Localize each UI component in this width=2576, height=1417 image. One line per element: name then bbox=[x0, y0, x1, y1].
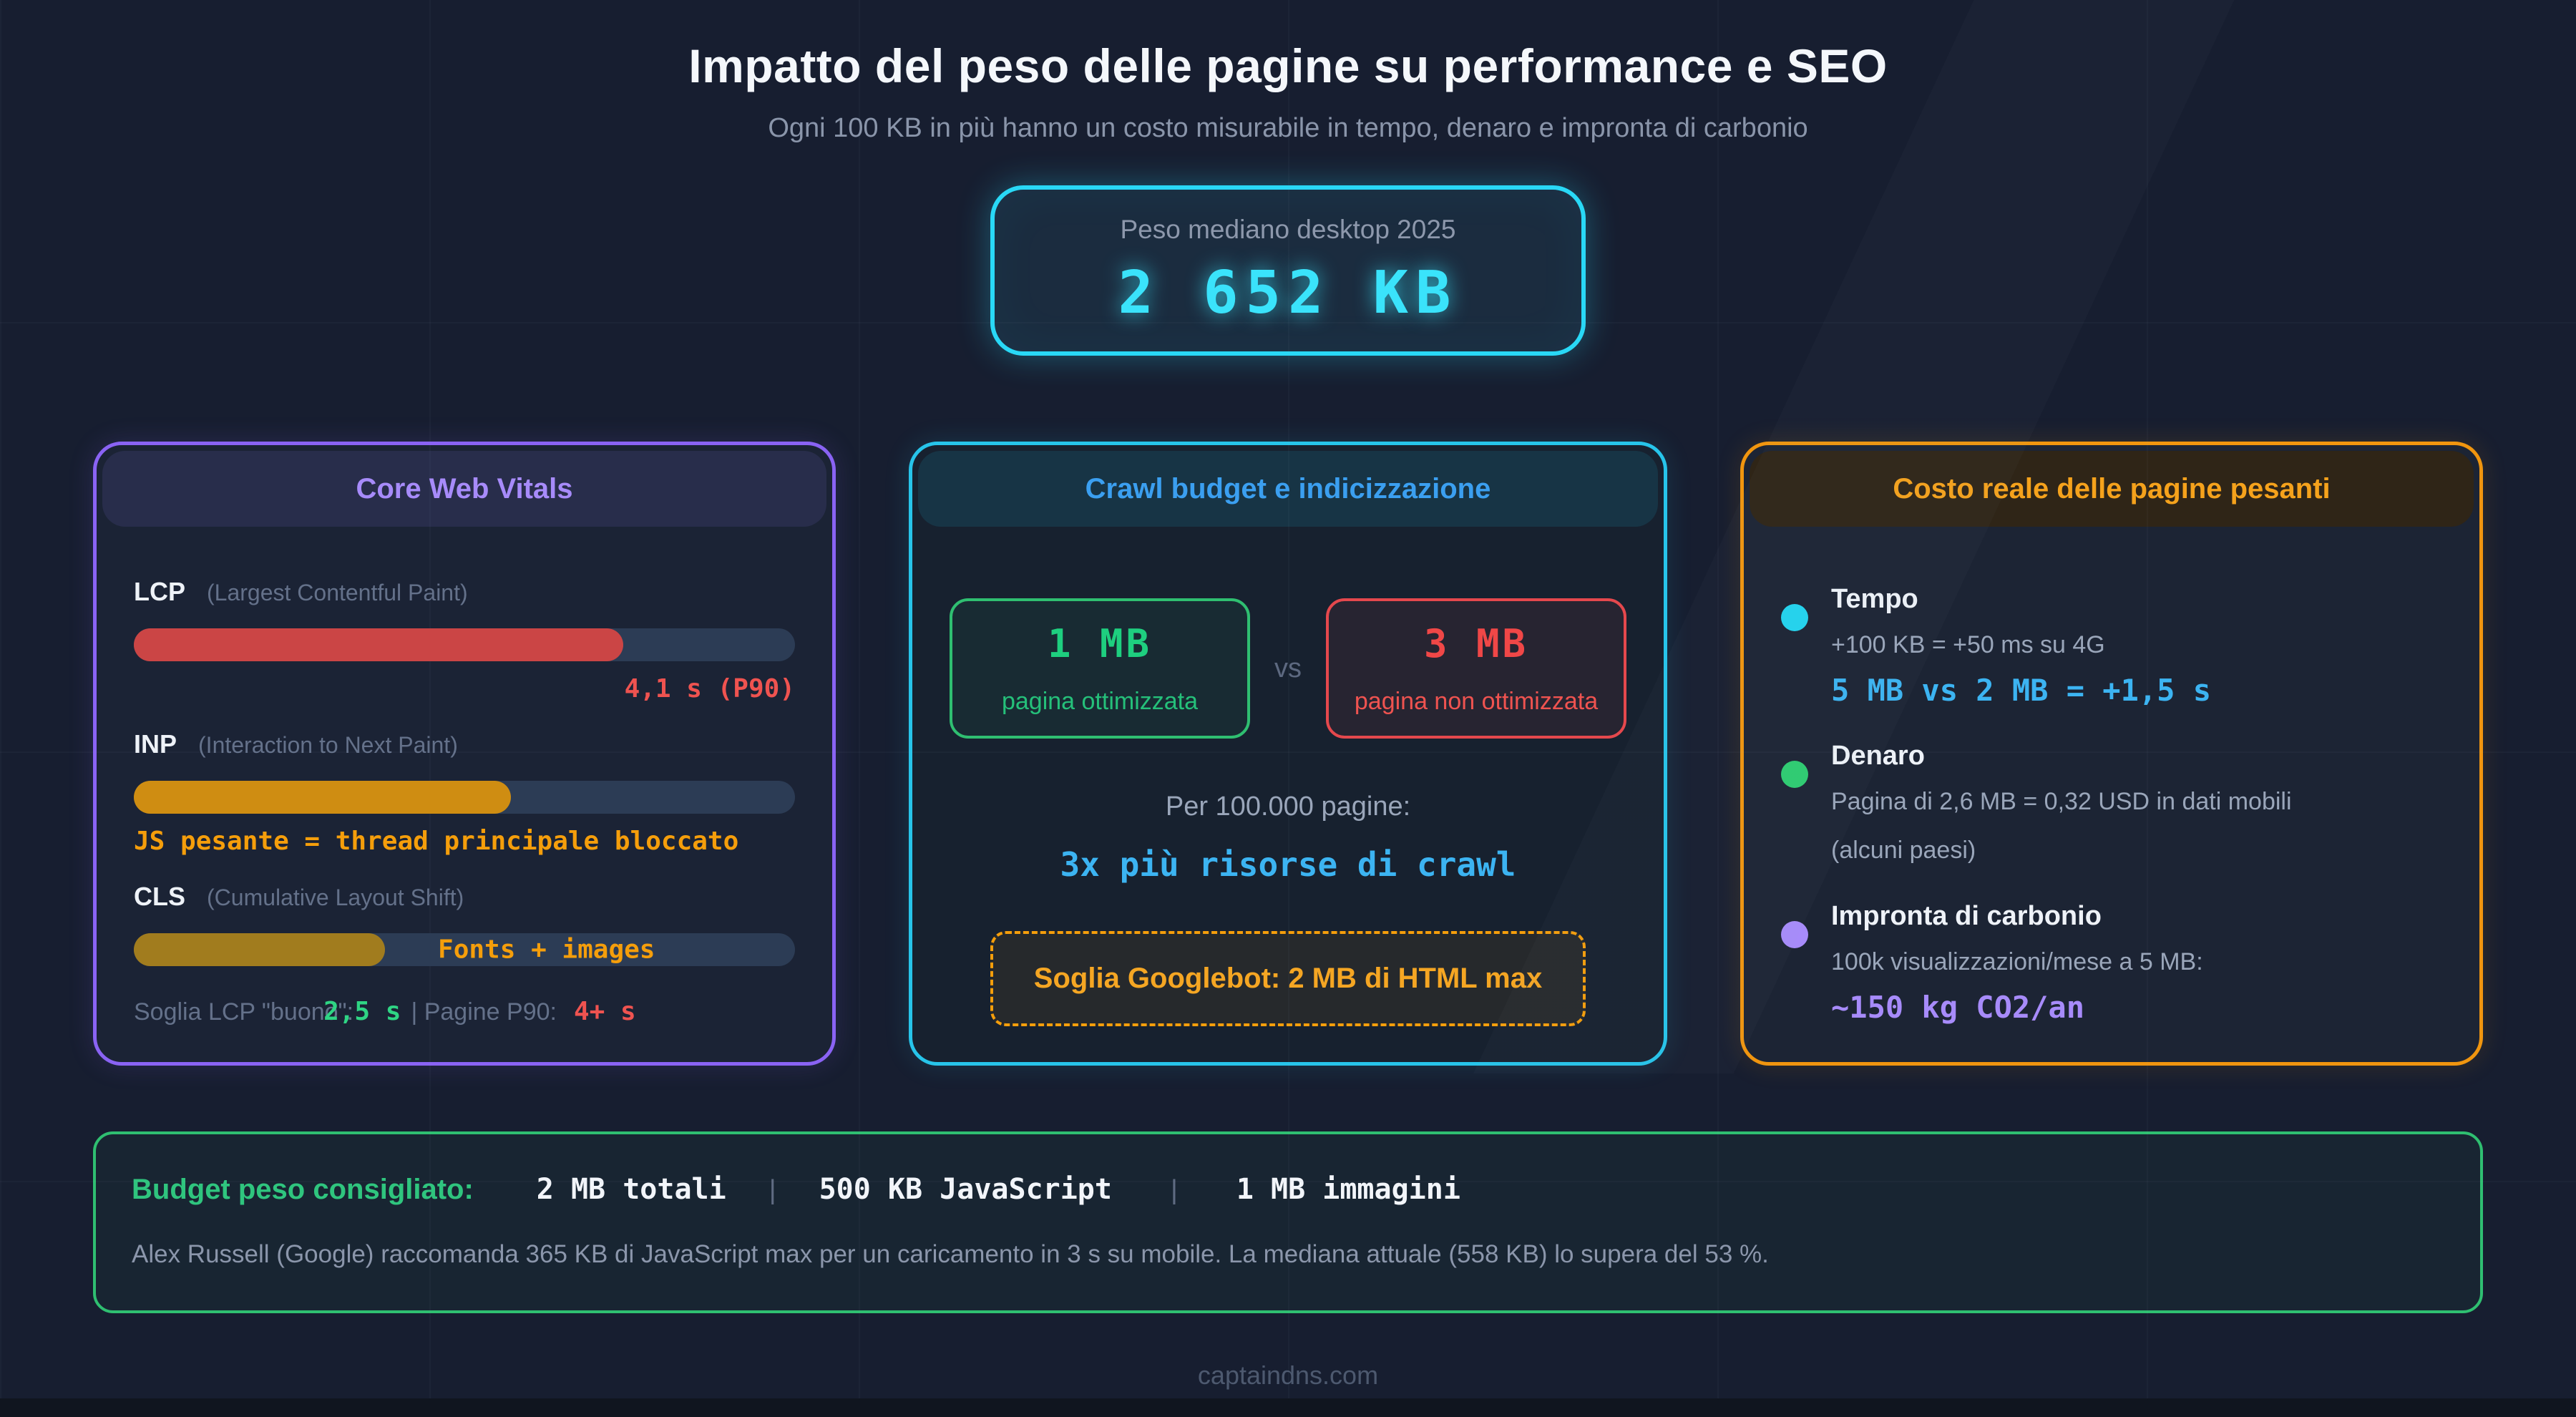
hero-label: Peso mediano desktop 2025 bbox=[1120, 214, 1456, 244]
cost-item-carbon-title: Impronta di carbonio bbox=[1831, 900, 2102, 931]
hero-value: 2 652 KB bbox=[1118, 258, 1458, 327]
cls-bar-track: Fonts + images bbox=[134, 933, 795, 966]
carbon-bullet-dot bbox=[1781, 920, 1808, 948]
page-subtitle: Ogni 100 KB in più hanno un costo misura… bbox=[768, 113, 1808, 143]
time-bullet-dot bbox=[1781, 604, 1808, 631]
card-real-cost: Costo reale delle pagine pesanti Tempo +… bbox=[1740, 442, 2483, 1066]
footer-domain: captaindns.com bbox=[1197, 1360, 1379, 1390]
cost-item-money-title: Denaro bbox=[1831, 741, 1925, 771]
budget-line: Budget peso consigliato: 2 MB totali | 5… bbox=[132, 1173, 2444, 1206]
lcp-bar-track bbox=[134, 628, 795, 661]
metric-lcp-name: LCP bbox=[134, 577, 185, 606]
unoptimized-page-value: 3 MB bbox=[1423, 621, 1529, 666]
cost-item-carbon-value: ~150 kg CO2/an bbox=[1831, 990, 2085, 1026]
cost-item-time-value: 5 MB vs 2 MB = +1,5 s bbox=[1831, 673, 2212, 708]
cwv-footnote: Soglia LCP "buono": 2,5 s | Pagine P90: … bbox=[134, 997, 795, 1026]
cwv-footnote-bad-value: 4+ s bbox=[573, 997, 636, 1026]
money-bullet-dot bbox=[1781, 761, 1808, 789]
cost-item-time-desc: +100 KB = +50 ms su 4G bbox=[1831, 631, 2105, 658]
page-title: Impatto del peso delle pagine su perform… bbox=[688, 39, 1888, 92]
bottom-strip bbox=[0, 1398, 2576, 1417]
cwv-footnote-text-2: | Pagine P90: bbox=[411, 998, 557, 1026]
unoptimized-page-box: 3 MB pagina non ottimizzata bbox=[1326, 598, 1626, 739]
cwv-footnote-text: Soglia LCP "buono": bbox=[134, 998, 354, 1026]
metric-inp-name: INP bbox=[134, 729, 177, 759]
vs-label: vs bbox=[1274, 653, 1302, 683]
card-crawl-budget-body: 1 MB pagina ottimizzata vs 3 MB pagina n… bbox=[912, 532, 1664, 1062]
cost-item-time: Tempo +100 KB = +50 ms su 4G 5 MB vs 2 M… bbox=[1781, 584, 2442, 708]
optimized-page-value: 1 MB bbox=[1047, 621, 1153, 666]
unoptimized-page-label: pagina non ottimizzata bbox=[1354, 688, 1599, 715]
cost-item-time-title: Tempo bbox=[1831, 584, 1918, 614]
inp-bar-fill bbox=[134, 781, 511, 814]
card-real-cost-body: Tempo +100 KB = +50 ms su 4G 5 MB vs 2 M… bbox=[1744, 532, 2479, 1062]
cwv-footnote-good-value: 2,5 s bbox=[323, 997, 401, 1026]
cost-item-carbon-desc: 100k visualizzazioni/mese a 5 MB: bbox=[1831, 948, 2203, 975]
budget-banner: Budget peso consigliato: 2 MB totali | 5… bbox=[93, 1131, 2483, 1313]
metric-lcp: LCP (Largest Contentful Paint) 4,1 s (P9… bbox=[134, 551, 795, 703]
metric-lcp-desc: (Largest Contentful Paint) bbox=[207, 580, 468, 605]
card-core-web-vitals-body: LCP (Largest Contentful Paint) 4,1 s (P9… bbox=[97, 532, 832, 1062]
cost-item-money: Denaro Pagina di 2,6 MB = 0,32 USD in da… bbox=[1781, 741, 2442, 868]
card-real-cost-title: Costo reale delle pagine pesanti bbox=[1750, 451, 2474, 527]
budget-note: Alex Russell (Google) raccomanda 365 KB … bbox=[132, 1240, 1769, 1268]
metric-lcp-value: 4,1 s (P90) bbox=[624, 674, 795, 703]
cost-item-money-desc: Pagina di 2,6 MB = 0,32 USD in dati mobi… bbox=[1831, 788, 2292, 816]
card-crawl-budget-title: Crawl budget e indicizzazione bbox=[918, 451, 1658, 527]
lcp-bar-fill bbox=[134, 628, 623, 661]
cls-bar-fill bbox=[134, 933, 386, 966]
optimized-page-label: pagina ottimizzata bbox=[1001, 688, 1199, 715]
cost-item-money-desc2: (alcuni paesi) bbox=[1831, 836, 1976, 864]
page-size-comparison: 1 MB pagina ottimizzata vs 3 MB pagina n… bbox=[950, 598, 1626, 739]
metric-inp: INP (Interaction to Next Paint) JS pesan… bbox=[134, 703, 795, 856]
budget-item-images: 1 MB immagini bbox=[1236, 1173, 1460, 1206]
metric-cls: CLS (Cumulative Layout Shift) Fonts + im… bbox=[134, 856, 795, 966]
budget-label: Budget peso consigliato: bbox=[132, 1174, 474, 1205]
card-core-web-vitals: Core Web Vitals LCP (Largest Contentful … bbox=[93, 442, 836, 1066]
cost-item-carbon: Impronta di carbonio 100k visualizzazion… bbox=[1781, 901, 2442, 1025]
cls-bar-label: Fonts + images bbox=[438, 935, 655, 965]
cards-row: Core Web Vitals LCP (Largest Contentful … bbox=[93, 442, 2483, 1066]
budget-item-total: 2 MB totali bbox=[536, 1173, 726, 1206]
metric-cls-name: CLS bbox=[134, 882, 185, 911]
budget-separator: | bbox=[769, 1175, 776, 1205]
inp-bar-track bbox=[134, 781, 795, 814]
card-crawl-budget: Crawl budget e indicizzazione 1 MB pagin… bbox=[909, 442, 1667, 1066]
budget-item-js: 500 KB JavaScript bbox=[819, 1173, 1112, 1206]
card-core-web-vitals-title: Core Web Vitals bbox=[102, 451, 826, 527]
metric-inp-note: JS pesante = thread principale bloccato bbox=[134, 827, 739, 856]
crawl-scale-line: Per 100.000 pagine: bbox=[1165, 792, 1411, 822]
metric-inp-desc: (Interaction to Next Paint) bbox=[198, 732, 458, 758]
metric-cls-desc: (Cumulative Layout Shift) bbox=[207, 885, 464, 910]
hero-median-weight-card: Peso mediano desktop 2025 2 652 KB bbox=[990, 185, 1586, 356]
googlebot-threshold-callout: Soglia Googlebot: 2 MB di HTML max bbox=[990, 931, 1586, 1026]
budget-separator-2: | bbox=[1170, 1175, 1178, 1205]
optimized-page-box: 1 MB pagina ottimizzata bbox=[950, 598, 1250, 739]
crawl-impact-line: 3x più risorse di crawl bbox=[1060, 845, 1516, 884]
